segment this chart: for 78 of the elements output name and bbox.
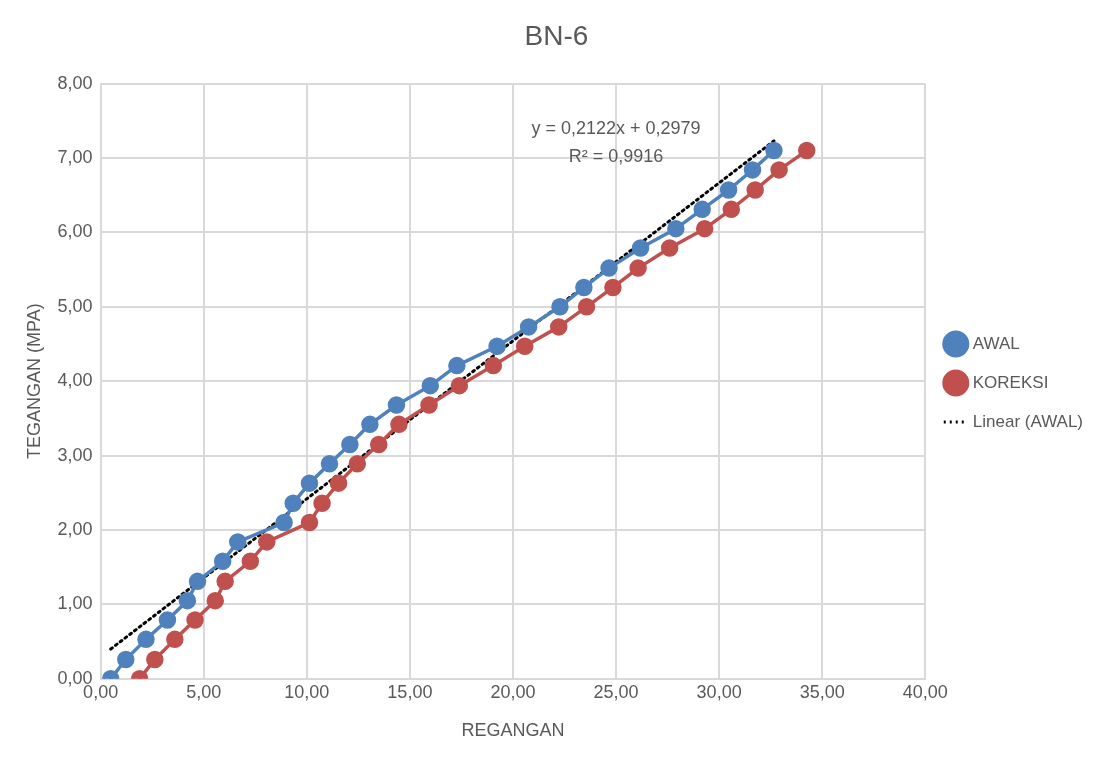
point: [370, 435, 388, 454]
point: [765, 141, 783, 160]
point: [575, 278, 593, 297]
point: [166, 630, 184, 649]
point: [188, 572, 207, 591]
annotation: y = 0,2122x + 0,2979: [531, 117, 701, 138]
point: [549, 318, 568, 336]
point: [450, 376, 469, 395]
point: [631, 239, 650, 257]
x-tick-label: 30,00: [696, 681, 742, 702]
point: [604, 278, 622, 297]
x-tick-label: 40,00: [902, 681, 948, 702]
point: [660, 239, 679, 257]
x-tick-label: 35,00: [799, 681, 845, 702]
x-axis-title: REGANGAN: [461, 720, 565, 741]
annotation: R² = 0,9916: [568, 145, 664, 166]
point: [448, 356, 466, 375]
point: [186, 611, 204, 629]
point: [341, 435, 359, 454]
point: [629, 259, 647, 277]
point: [228, 533, 247, 551]
x-tick-label: 25,00: [593, 681, 639, 702]
point: [488, 337, 506, 355]
point: [693, 200, 711, 219]
point: [695, 219, 714, 238]
point: [300, 474, 319, 492]
point: [284, 494, 302, 512]
point: [515, 337, 534, 355]
point: [390, 415, 408, 434]
point: [216, 572, 234, 591]
point: [158, 611, 177, 629]
y-tick-label: 2,00: [57, 518, 93, 539]
x-tick-label: 5,00: [186, 681, 222, 702]
point: [137, 630, 155, 649]
point: [420, 396, 438, 414]
point: [313, 494, 331, 512]
point: [275, 513, 293, 532]
point: [117, 650, 135, 669]
point: [719, 181, 738, 199]
point: [241, 552, 260, 570]
y-tick-label: 1,00: [57, 593, 93, 614]
point: [797, 141, 816, 160]
point: [484, 356, 503, 375]
point: [361, 415, 379, 434]
point: [146, 650, 164, 669]
y-tick-label: 3,00: [57, 444, 93, 465]
point: [421, 376, 440, 395]
point: [577, 298, 596, 316]
point: [178, 591, 197, 610]
point: [743, 161, 762, 179]
point: [258, 533, 276, 551]
point: [746, 181, 764, 199]
point: [770, 161, 788, 179]
x-tick-label: 10,00: [284, 681, 330, 702]
y-tick-label: 7,00: [57, 146, 93, 167]
point: [320, 455, 339, 473]
x-tick-label: 20,00: [490, 681, 536, 702]
y-tick-label: 8,00: [57, 72, 93, 93]
point: [722, 200, 741, 219]
point: [213, 552, 232, 570]
point: [329, 474, 348, 492]
legend-label: AWAL: [972, 333, 1020, 353]
y-tick-label: 4,00: [57, 370, 93, 391]
chart-title: BN-6: [524, 19, 589, 51]
y-axis-title: TEGANGAN (MPA): [23, 303, 44, 460]
legend-label: KOREKSI: [972, 372, 1049, 392]
point: [519, 318, 538, 336]
point: [600, 259, 618, 277]
point: [300, 513, 319, 532]
legend-label: Linear (AWAL): [972, 411, 1083, 431]
y-tick-label: 6,00: [57, 221, 93, 242]
point: [206, 591, 225, 610]
point: [667, 219, 685, 238]
y-tick-label: 5,00: [57, 295, 93, 316]
point: [387, 396, 406, 414]
point: [551, 298, 569, 316]
x-tick-label: 15,00: [387, 681, 433, 702]
point: [348, 455, 367, 473]
